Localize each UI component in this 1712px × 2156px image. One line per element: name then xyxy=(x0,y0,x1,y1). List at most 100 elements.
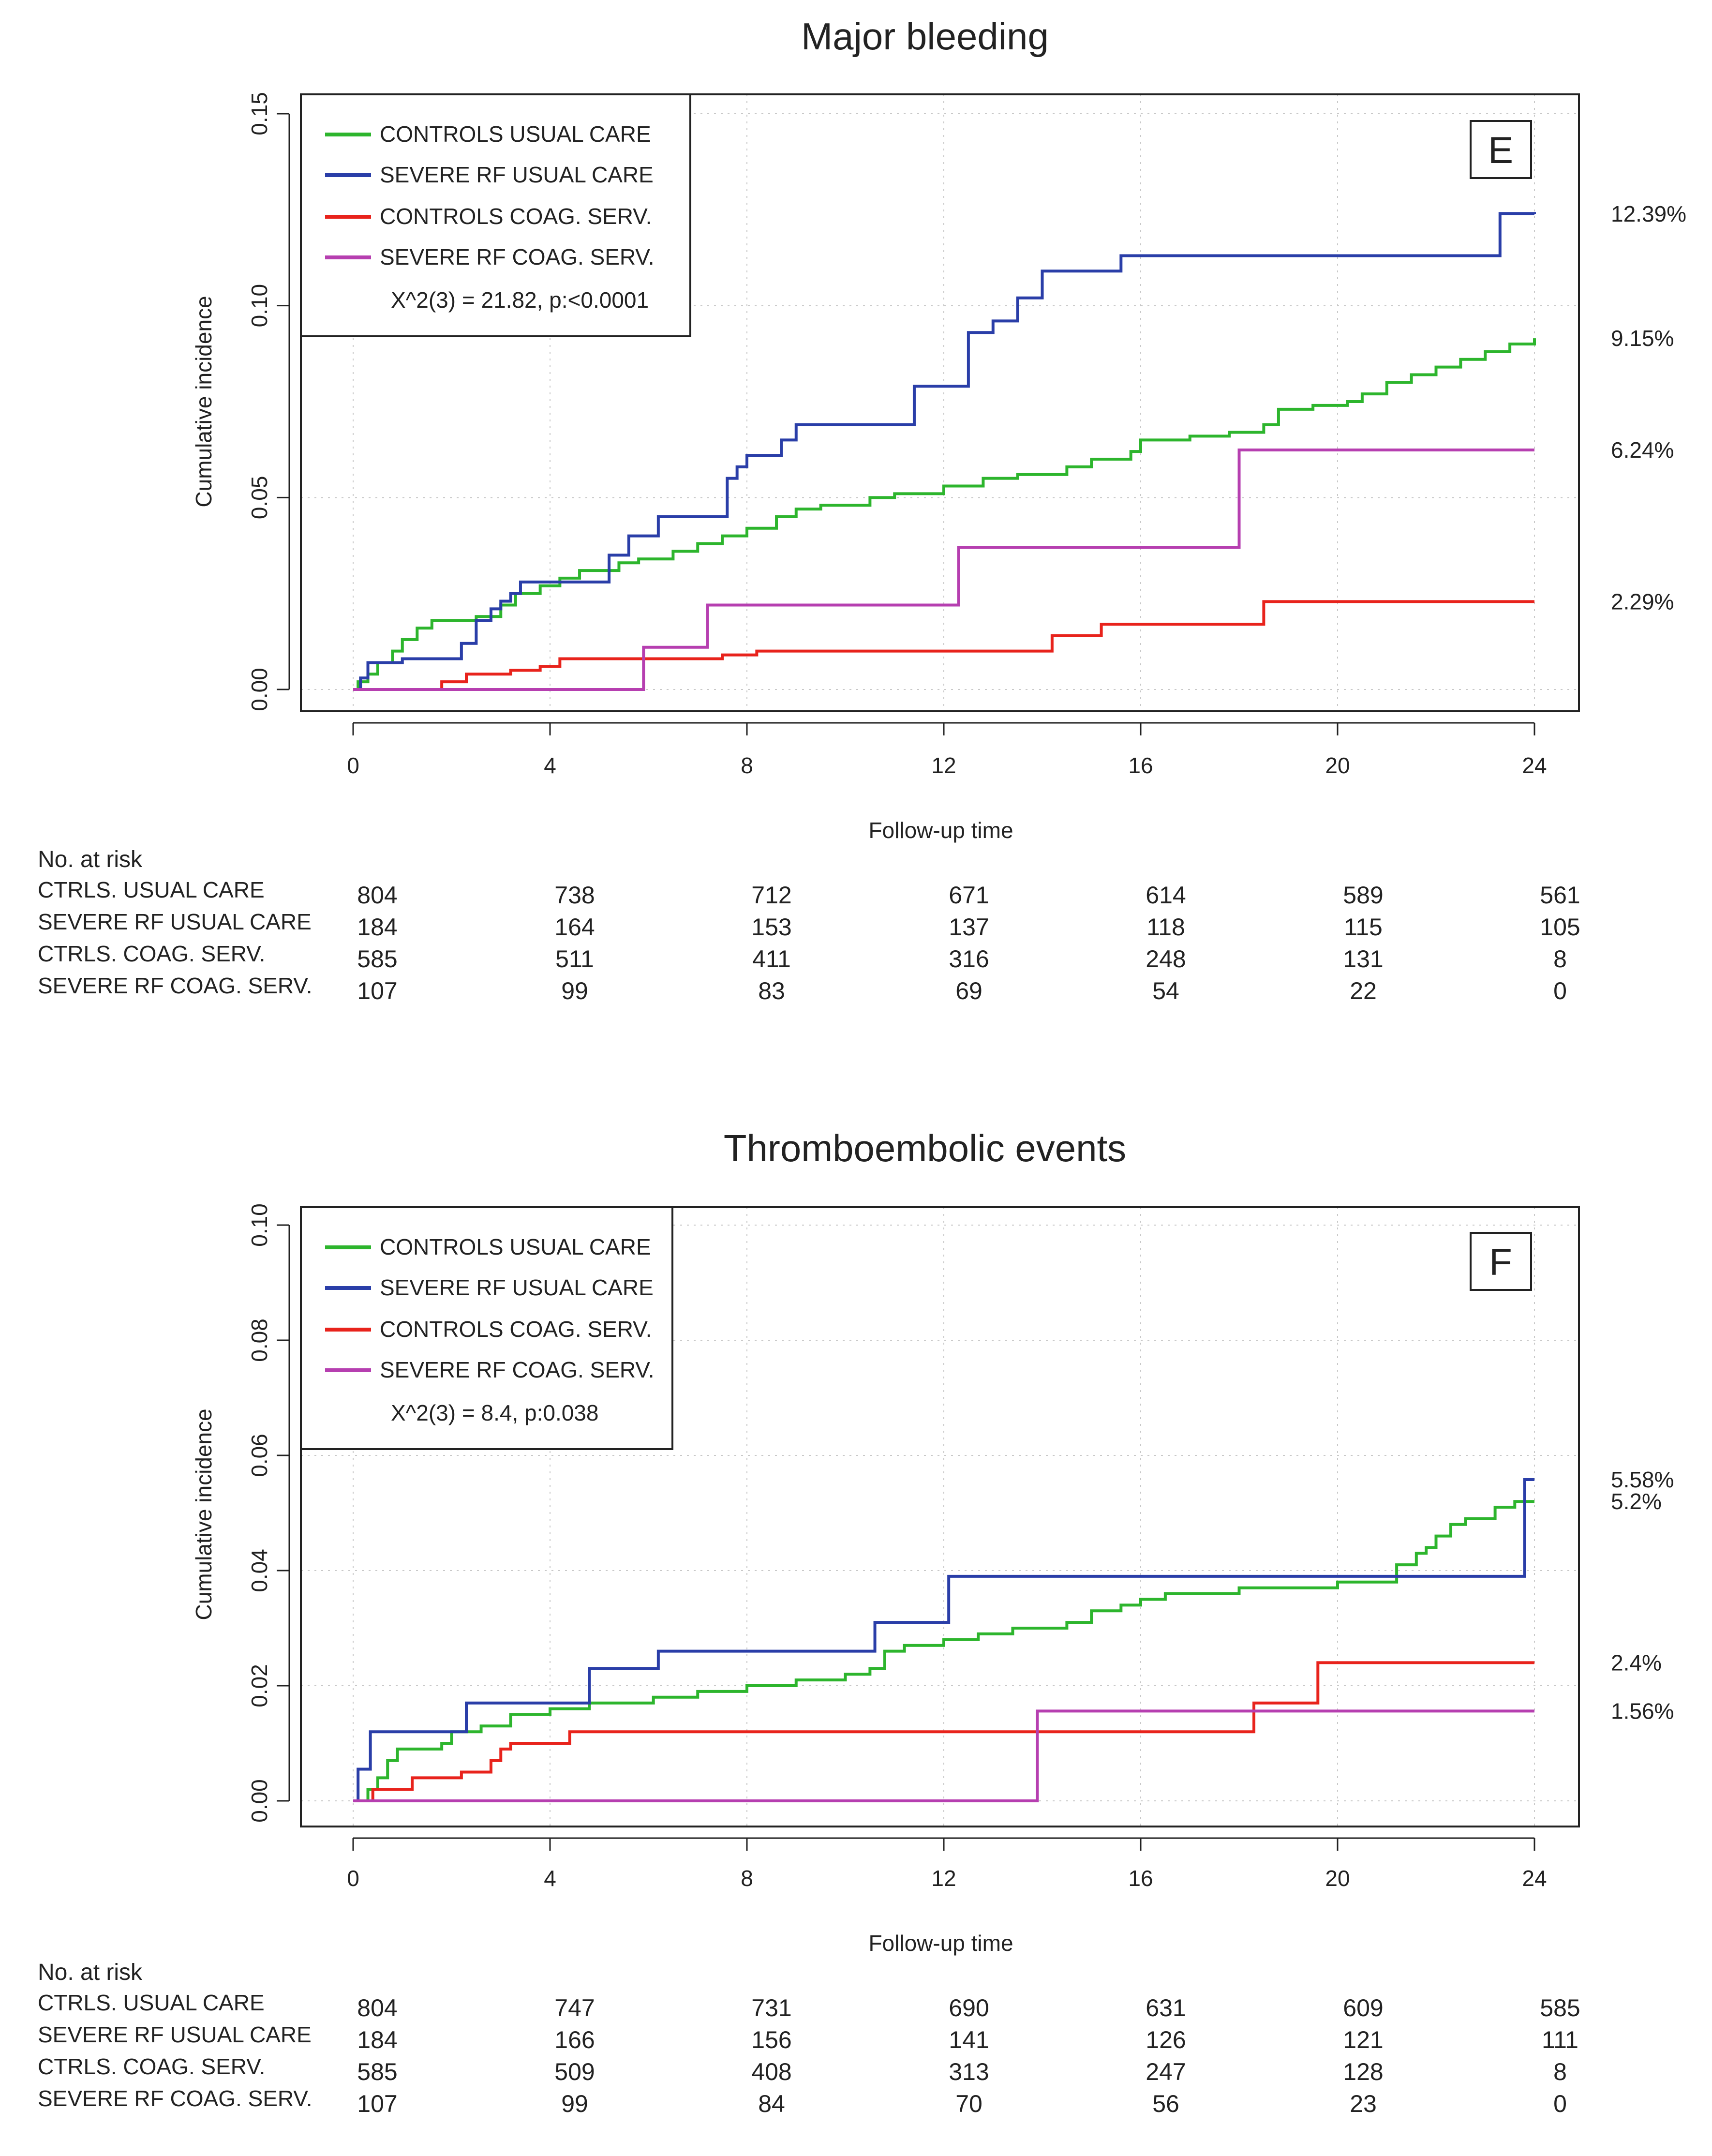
y-tick-label: 0.08 xyxy=(247,1318,272,1362)
legend-item-severe-rf-coag-serv: SEVERE RF COAG. SERV. xyxy=(325,1357,655,1382)
risk-cell: 511 xyxy=(555,945,594,973)
end-label: 12.39% xyxy=(1611,201,1686,226)
panel-letter: F xyxy=(1489,1241,1512,1283)
risk-cell: 631 xyxy=(1146,1994,1186,2021)
chi-square-statistic: X^2(3) = 8.4, p:0.038 xyxy=(391,1400,598,1425)
y-tick-label: 0.00 xyxy=(247,668,272,711)
risk-cell: 22 xyxy=(1350,977,1377,1004)
legend-label: SEVERE RF USUAL CARE xyxy=(380,1275,654,1300)
risk-row-label: CTRLS. COAG. SERV. xyxy=(38,2054,265,2079)
x-axis: 0 4 8 12 16 20 24 xyxy=(347,1837,1547,1891)
risk-cell: 23 xyxy=(1350,2090,1377,2117)
legend-item-severe-rf-usual-care: SEVERE RF USUAL CARE xyxy=(325,1275,654,1300)
risk-cell: 105 xyxy=(1540,913,1580,941)
end-label: 2.4% xyxy=(1611,1650,1662,1675)
legend-item-controls-coag-serv: CONTROLS COAG. SERV. xyxy=(325,1317,652,1342)
risk-cell: 115 xyxy=(1344,913,1383,941)
panel-letter: E xyxy=(1488,129,1513,171)
risk-cell: 84 xyxy=(758,2090,785,2117)
x-tick-label: 20 xyxy=(1325,753,1350,778)
risk-cell: 585 xyxy=(357,945,397,973)
risk-cell: 56 xyxy=(1152,2090,1179,2117)
y-tick-label: 0.02 xyxy=(247,1664,272,1707)
chart-panel-thromboembolic-events: Thromboembolic events 0 4 8 12 16 20 24 0.000.… xyxy=(38,1127,1674,2117)
x-tick-label: 8 xyxy=(741,753,753,778)
risk-cell: 614 xyxy=(1146,882,1186,909)
chi-square-statistic: X^2(3) = 21.82, p:<0.0001 xyxy=(391,287,649,313)
risk-row-label: CTRLS. COAG. SERV. xyxy=(38,941,265,966)
end-label: 1.56% xyxy=(1611,1698,1674,1723)
risk-cell: 411 xyxy=(752,945,791,973)
x-tick-label: 4 xyxy=(544,753,556,778)
chart-title: Major bleeding xyxy=(801,15,1049,58)
risk-cell: 0 xyxy=(1553,977,1567,1004)
risk-cell: 316 xyxy=(949,945,989,973)
risk-cell: 609 xyxy=(1343,1994,1383,2021)
series-line-controls-coag-serv xyxy=(353,1661,1534,1802)
y-tick-label: 0.15 xyxy=(247,92,272,135)
risk-cell: 184 xyxy=(357,2026,397,2053)
end-label: 5.2% xyxy=(1611,1489,1662,1514)
series-lines xyxy=(353,1478,1534,1802)
risk-cell: 164 xyxy=(554,913,595,941)
legend-item-severe-rf-coag-serv: SEVERE RF COAG. SERV. xyxy=(325,244,655,270)
y-tick-label: 0.06 xyxy=(247,1434,272,1477)
risk-cell: 804 xyxy=(357,1994,397,2021)
risk-cell: 804 xyxy=(357,882,397,909)
end-percentage-labels: 5.2%5.58% 2.4% 1.56% xyxy=(1611,1467,1674,1723)
end-label: 6.24% xyxy=(1611,437,1674,463)
risk-cell: 690 xyxy=(949,1994,989,2021)
x-tick-label: 20 xyxy=(1325,1866,1350,1891)
panel-letter-box xyxy=(1470,1232,1532,1291)
risk-cell: 8 xyxy=(1553,945,1567,973)
x-tick-label: 24 xyxy=(1522,1866,1547,1891)
risk-cell: 126 xyxy=(1146,2026,1186,2053)
y-tick-label: 0.04 xyxy=(247,1549,272,1592)
risk-cell: 128 xyxy=(1343,2058,1383,2085)
series-line-controls-coag-serv xyxy=(353,600,1534,691)
series-line-severe-rf-usual-care xyxy=(353,1478,1534,1802)
end-label: 9.15% xyxy=(1611,326,1674,351)
risk-cell: 0 xyxy=(1553,2090,1567,2117)
y-axis: 0.00 0.05 0.10 0.15 xyxy=(247,92,290,711)
risk-row-label: CTRLS. USUAL CARE xyxy=(38,877,265,902)
risk-table-heading: No. at risk xyxy=(38,1960,143,1985)
x-tick-label: 24 xyxy=(1522,753,1547,778)
risk-table: No. at risk CTRLS. USUAL CARE 804 747 731 69… xyxy=(38,1960,1580,2117)
risk-cell: 313 xyxy=(949,2058,989,2085)
risk-table: No. at risk CTRLS. USUAL CARE 804 738 712 67… xyxy=(38,847,1580,1004)
y-axis: 0.00 0.02 0.04 0.06 0.08 0.10 xyxy=(247,1203,290,1823)
series-line-severe-rf-coag-serv xyxy=(353,448,1534,691)
risk-cell: 166 xyxy=(554,2026,595,2053)
risk-cell: 107 xyxy=(357,2090,397,2117)
risk-cell: 69 xyxy=(955,977,983,1004)
legend-label: SEVERE RF USUAL CARE xyxy=(380,162,654,187)
chart-panel-major-bleeding: Major bleeding 0 4 8 12 16 20 24 0.000.050.100… xyxy=(38,15,1686,1004)
risk-cell: 8 xyxy=(1553,2058,1567,2085)
risk-cell: 671 xyxy=(949,882,989,909)
risk-cell: 738 xyxy=(554,882,595,909)
y-tick-label: 0.10 xyxy=(247,1203,272,1247)
end-percentage-labels: 9.15% 12.39% 2.29% 6.24% xyxy=(1611,201,1686,614)
risk-row-label: SEVERE RF COAG. SERV. xyxy=(38,2086,313,2111)
risk-cell: 118 xyxy=(1146,913,1185,941)
y-axis-label: Cumulative incidence xyxy=(191,1408,216,1620)
legend-label: SEVERE RF COAG. SERV. xyxy=(380,1357,655,1382)
panel-letter-box xyxy=(1470,120,1532,179)
risk-cell: 589 xyxy=(1343,882,1383,909)
risk-cell: 121 xyxy=(1343,2026,1383,2053)
end-label: 2.29% xyxy=(1611,589,1674,614)
x-tick-label: 12 xyxy=(931,1866,956,1891)
x-axis-label: Follow-up time xyxy=(868,1931,1013,1956)
risk-row-label: SEVERE RF COAG. SERV. xyxy=(38,973,313,998)
series-line-severe-rf-coag-serv xyxy=(353,1709,1534,1802)
y-tick-label: 0.10 xyxy=(247,284,272,328)
risk-cell: 408 xyxy=(751,2058,791,2085)
legend: CONTROLS USUAL CARE SEVERE RF USUAL CARE… xyxy=(300,1206,673,1450)
risk-cell: 111 xyxy=(1542,2026,1578,2053)
risk-table-heading: No. at risk xyxy=(38,847,143,872)
end-label: 5.58% xyxy=(1611,1467,1674,1492)
risk-cell: 248 xyxy=(1146,945,1186,973)
risk-cell: 141 xyxy=(949,2026,989,2053)
